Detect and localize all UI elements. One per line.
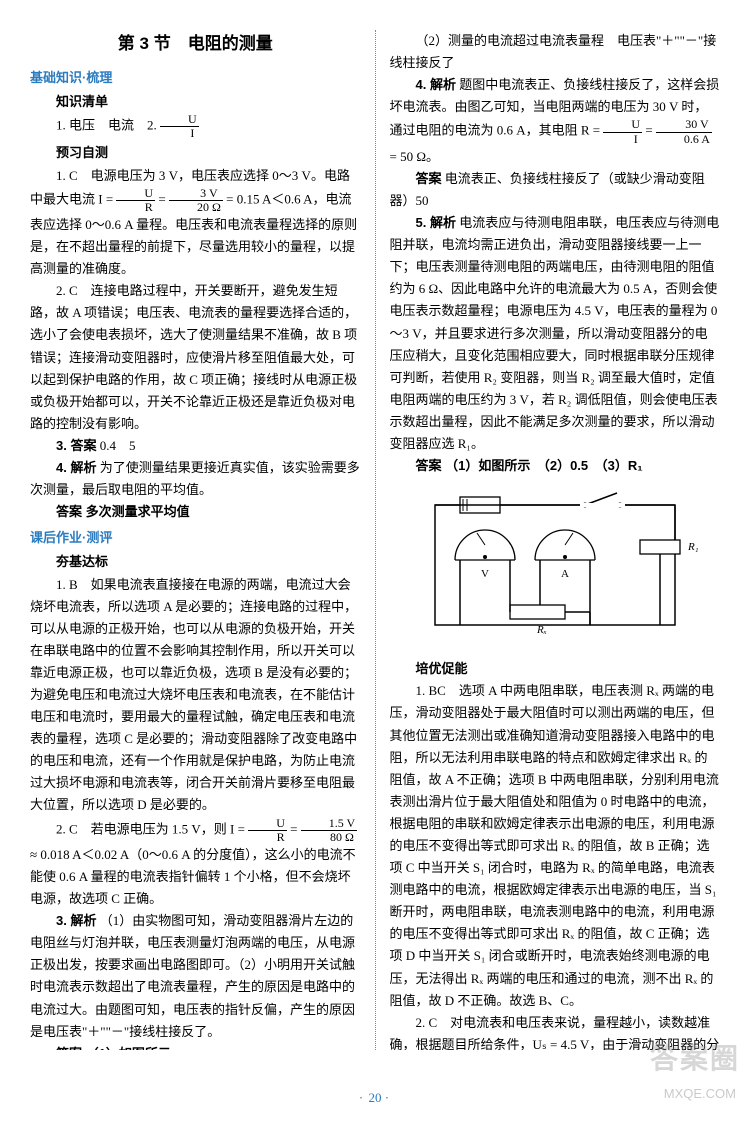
hw-q2-eq: = <box>290 821 301 836</box>
left-column: 第 3 节 电阻的测量 基础知识·梳理 知识清单 1. 电压 电流 2. U I… <box>22 30 376 1050</box>
preview-q4-ans: 答案 多次测量求平均值 <box>30 501 361 523</box>
svg-text:R₁: R₁ <box>687 541 699 553</box>
hw-q2: 2. C 若电源电压为 1.5 V，则 I = U R = 1.5 V 80 Ω… <box>30 817 361 911</box>
preview-q1: 1. C 电源电压为 3 V，电压表应选择 0～3 V。电路中最大电流 I = … <box>30 165 361 281</box>
r-q5-ans: 答案 （1）如图所示 （2）0.5 （3）R₁ <box>390 455 721 477</box>
preview-q4: 4. 解析 为了使测量结果更接近真实值，该实验需要多次测量，最后取电阻的平均值。 <box>30 457 361 501</box>
enh-q1: 1. BC 选项 A 中两电阻串联，电压表测 Rₓ 两端的电压，滑动变阻器处于最… <box>390 680 721 1011</box>
hw-q3-ans: 答案 （1）如图所示 <box>30 1043 361 1050</box>
hw-q2-frac2: 1.5 V 80 Ω <box>301 817 357 844</box>
hw-q2-frac1: U R <box>248 817 287 844</box>
r-q4: 4. 解析 题图中电流表正、负接线柱接反了，这样会损坏电流表。由图乙可知，当电阻… <box>390 74 721 168</box>
page-number: · 20 · <box>0 1087 750 1109</box>
knowledge-item-1: 1. 电压 电流 2. U I <box>30 113 361 140</box>
q1-frac1: U R <box>116 187 155 214</box>
circuit-diagram-2: V A R₁ <box>390 485 721 652</box>
homework-header: 课后作业·测评 <box>30 527 361 549</box>
basics-header: 基础知识·梳理 <box>30 67 361 89</box>
hw-q2-a: 2. C 若电源电压为 1.5 V，则 I = <box>56 821 245 836</box>
page-num-value: 20 <box>369 1090 382 1105</box>
q1-eq: = <box>158 191 169 206</box>
preview-q3: 3. 答案 0.4 5 <box>30 435 361 457</box>
foundation-header: 夯基达标 <box>30 551 361 573</box>
r4-frac2: 30 V 0.6 A <box>656 118 712 145</box>
k1-frac-num: U <box>160 113 199 127</box>
q3-val: 0.4 5 <box>100 438 136 453</box>
two-column-layout: 第 3 节 电阻的测量 基础知识·梳理 知识清单 1. 电压 电流 2. U I… <box>22 30 728 1050</box>
circuit-svg-2: V A R₁ <box>405 485 705 645</box>
t2-a: 2. C 对电流表和电压表来说，量程越小，读数越准确，根据题目所给条件，Uₛ =… <box>390 1015 720 1050</box>
right-column: （2）测量的电流超过电流表量程 电压表"＋""－"接线柱接反了 4. 解析 题图… <box>376 30 729 1050</box>
r-cont: （2）测量的电流超过电流表量程 电压表"＋""－"接线柱接反了 <box>390 30 721 74</box>
svg-text:A: A <box>561 568 569 580</box>
k1-text: 1. 电压 电流 2. <box>56 118 157 133</box>
k1-fraction: U I <box>160 113 199 140</box>
hw-q1: 1. B 如果电流表直接接在电源的两端，电流过大会烧坏电流表，所以选项 A 是必… <box>30 574 361 817</box>
knowledge-list-header: 知识清单 <box>30 91 361 113</box>
r4-b: = 50 Ω。 <box>390 149 440 164</box>
r4-eq: = <box>645 123 656 138</box>
k1-frac-den: I <box>160 127 199 140</box>
q1-frac2: 3 V 20 Ω <box>169 187 223 214</box>
section-title: 第 3 节 电阻的测量 <box>30 30 361 59</box>
preview-q2: 2. C 连接电路过程中，开关要断开，避免发生短路，故 A 项错误；电压表、电流… <box>30 280 361 435</box>
svg-text:Rₓ: Rₓ <box>536 624 547 636</box>
r-q5: 5. 解析 电流表应与待测电阻串联，电压表应与待测电阻并联，电流均需正进负出，滑… <box>390 212 721 455</box>
hw-q2-b: ≈ 0.018 A＜0.02 A（0～0.6 A 的分度值），这么小的电流不能使… <box>30 847 356 906</box>
preview-test-header: 预习自测 <box>30 142 361 164</box>
hw-q3-text: （1）由实物图可知，滑动变阻器滑片左边的电阻丝与灯泡并联，电压表测量灯泡两端的电… <box>30 913 355 1038</box>
svg-text:V: V <box>481 568 489 580</box>
r4-frac1: U I <box>603 118 642 145</box>
enhance-header: 培优促能 <box>390 658 721 680</box>
hw-q3: 3. 解析 （1）由实物图可知，滑动变阻器滑片左边的电阻丝与灯泡并联，电压表测量… <box>30 910 361 1043</box>
r-q4-ans: 答案 电流表正、负接线柱接反了（或缺少滑动变阻器）50 <box>390 168 721 212</box>
enh-q2: 2. C 对电流表和电压表来说，量程越小，读数越准确，根据题目所给条件，Uₛ =… <box>390 1012 721 1050</box>
r5-text: 电流表应与待测电阻串联，电压表应与待测电阻并联，电流均需正进负出，滑动变阻器接线… <box>390 215 720 451</box>
